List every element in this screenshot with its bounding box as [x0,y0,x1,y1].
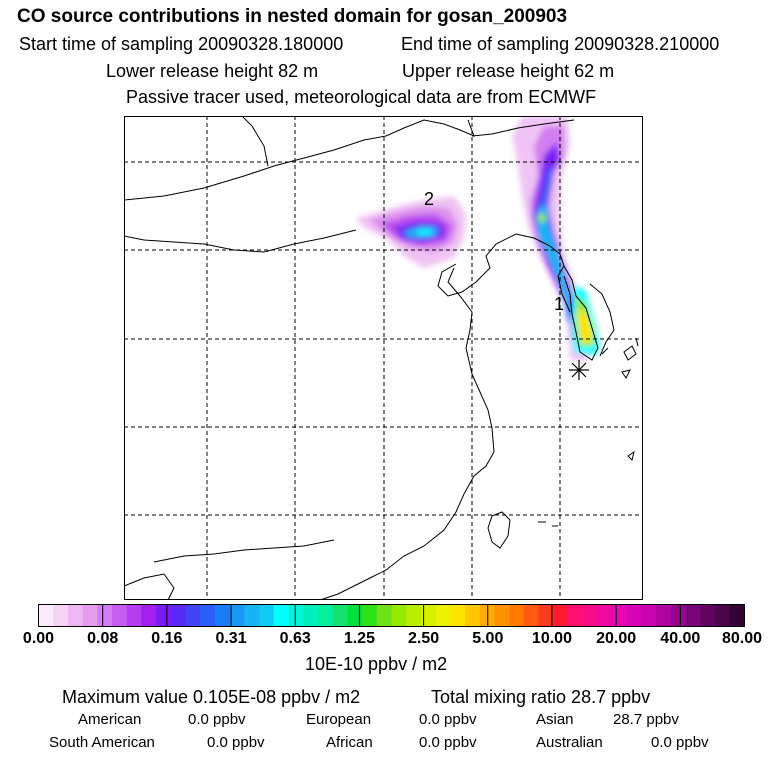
colorbar-tick-label: 5.00 [472,630,504,647]
map-frame [124,116,643,600]
colorbar-tick-label: 0.00 [22,630,55,647]
colorbar-cell [391,604,407,627]
colorbar-frame [38,604,745,627]
region-asian-value: 28.7 ppbv [613,711,679,728]
colorbar-cell [376,604,392,627]
colorbar-cell [700,604,716,627]
colorbar-cell [538,604,554,627]
tracer-note-text: Passive tracer used, meteorological data… [126,87,597,107]
colorbar-tick-label: 0.16 [151,630,183,647]
colorbar-cell [126,604,142,627]
region-african-value: 0.0 ppbv [419,734,477,751]
colorbar-cell [156,604,172,627]
region-south-american-value: 0.0 ppbv [207,734,265,751]
total-mixing-ratio-text: Total mixing ratio 28.7 ppbv [431,687,651,707]
coastline-borders [124,116,639,600]
colorbar-tick-label: 10.00 [531,630,572,647]
colorbar-cell [229,604,245,627]
colorbar-cell [38,604,54,627]
colorbar-cell [317,604,334,627]
region-asian-label: Asian [536,711,574,728]
colorbar-cell [685,604,701,627]
colorbar-cell [656,604,672,627]
colorbar-cell [582,604,598,627]
colorbar-cell [729,604,745,627]
colorbar-cell [406,604,422,627]
plume-region-2 [356,196,466,268]
colorbar-cell [332,604,348,627]
lower-release-height-text: Lower release height 82 m [106,61,319,81]
colorbar-cell [509,604,525,627]
colorbar-tick-label: 2.50 [408,630,440,647]
colorbar-cell [435,604,451,627]
colorbar-tick-label: 0.31 [215,630,247,647]
colorbar-cell [259,604,275,627]
colorbar-cell [450,604,466,627]
colorbar-cell [523,604,539,627]
colorbar-cell [670,604,687,627]
colorbar-cell [597,604,613,627]
colorbar-cell [420,604,437,627]
colorbar-cell [170,604,186,627]
map-label-2: 2 [424,189,434,209]
colorbar-cell [715,604,731,627]
map-label-1: 1 [554,294,564,314]
colorbar-tick-label: 80.00 [721,630,763,647]
colorbar-cell [141,604,157,627]
sampling-end-text: End time of sampling 20090328.210000 [401,34,720,54]
colorbar-tick-label: 20.00 [596,630,637,647]
colorbar-cell [97,604,113,627]
colorbar-cell [362,604,378,627]
plume-region-1 [512,116,600,362]
colorbar-cell [273,604,289,627]
region-south-american-label: South American [49,734,155,751]
colorbar-cell [626,604,642,627]
colorbar-tick-label: 0.08 [87,630,119,647]
lat-lon-grid [124,116,643,600]
colorbar-tick-label: 40.00 [660,630,701,647]
colorbar-cell [568,604,584,627]
source-contribution-map: 1 2 [124,116,643,600]
colorbar-cell [215,604,231,627]
sampling-start-text: Start time of sampling 20090328.180000 [19,34,344,54]
colorbar-cell [465,604,481,627]
colorbar-cell [67,604,84,627]
colorbar-tick-label: 0.63 [279,630,311,647]
region-european-value: 0.0 ppbv [419,711,477,728]
region-american-value: 0.0 ppbv [188,711,246,728]
colorbar-cell [641,604,657,627]
colorbar-cell [347,604,363,627]
asterisk-star-icon [569,360,589,380]
colorbar-cell [82,604,98,627]
upper-release-height-text: Upper release height 62 m [402,61,615,81]
region-european-label: European [306,711,372,728]
colorbar-cell [553,604,569,627]
colorbar-cell [200,604,216,627]
plot-title: CO source contributions in nested domain… [17,6,568,27]
colorbar-cell [112,604,128,627]
colorbar-tick-label: 1.25 [343,630,375,647]
colorbar-cell [185,604,201,627]
colorbar-cell [303,604,319,627]
colorbar-cell [288,604,304,627]
region-australian-label: Australian [536,734,603,751]
region-american-label: American [78,711,142,728]
colorbar-cell [244,604,260,627]
region-australian-value: 0.0 ppbv [651,734,709,751]
maximum-value-text: Maximum value 0.105E-08 ppbv / m2 [62,687,361,707]
colorbar-cell [494,604,510,627]
colorbar-cell [53,604,69,627]
region-african-label: African [326,734,373,751]
colorbar-unit: 10E-10 ppbv / m2 [305,654,448,674]
colorbar [38,604,745,627]
colorbar-cell [612,604,628,627]
